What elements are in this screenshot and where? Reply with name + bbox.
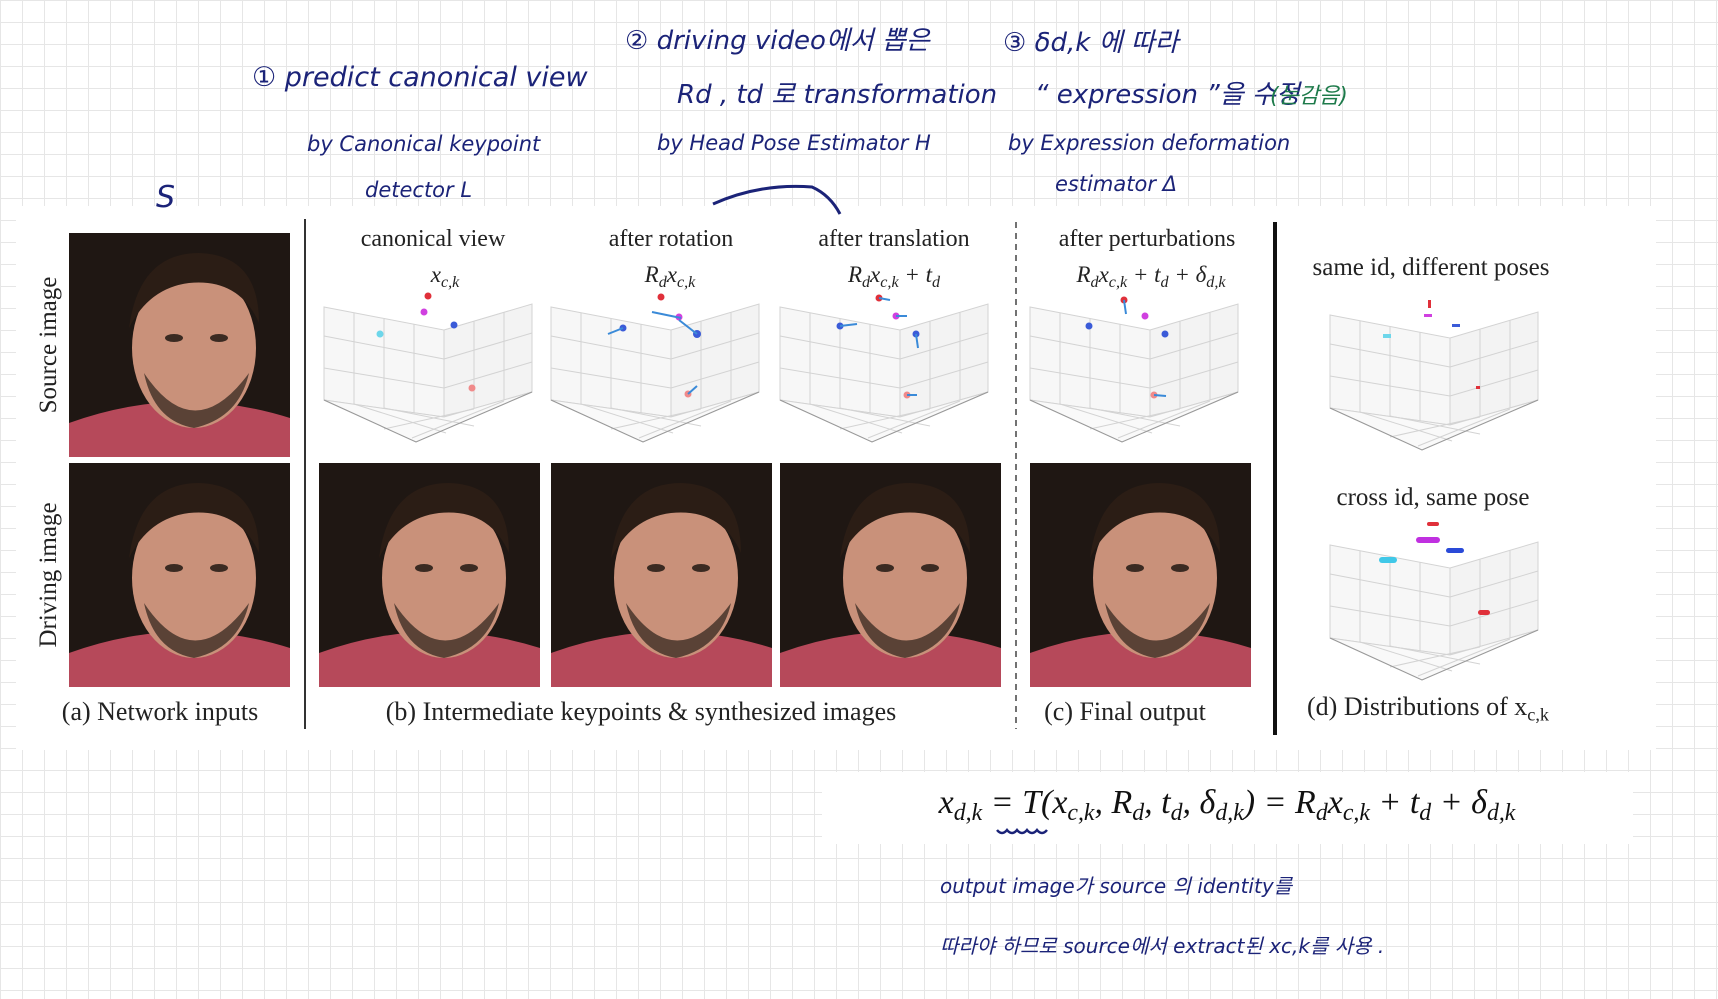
caption: (a) Network inputs: [61, 697, 259, 726]
column-formula: Rdxc,k + td: [848, 262, 940, 292]
formula-text: x: [1327, 784, 1343, 821]
formula-text: , R: [1094, 784, 1133, 821]
formula-text: x: [430, 262, 441, 287]
formula-text: + t: [1369, 784, 1420, 821]
source-mark: S: [156, 180, 176, 215]
formula-text: = T(x: [982, 784, 1068, 821]
wavy-underline: [996, 828, 1048, 835]
column-header: canonical view: [360, 226, 506, 252]
formula-subscript: d,k: [1215, 800, 1244, 827]
annotation-step3: ③ δd,k 에 따라: [1003, 28, 1179, 58]
formula-subscript: c,k: [1108, 273, 1128, 291]
formula-subscript: d,k: [1206, 273, 1226, 291]
formula-subscript: c,k: [1067, 800, 1095, 827]
handwritten-stroke: [712, 184, 842, 215]
plot-perturbation: [1029, 296, 1239, 443]
formula-text: R: [1076, 262, 1091, 287]
annotation-step1: ① predict canonical view: [252, 62, 588, 93]
annotation-step2-by: by Head Pose Estimator H: [657, 131, 931, 155]
driving-photo: [69, 463, 290, 687]
formula-text: R: [847, 262, 863, 287]
annotation-step2-line: Rd , td 로 transformation: [677, 80, 998, 110]
row-label: Driving image: [35, 502, 62, 648]
distribution-title: same id, different poses: [1312, 254, 1550, 281]
equation: xd,k = T(xc,k, Rd, td, δd,k) = Rdxc,k + …: [939, 784, 1516, 827]
formula-subscript: d,k: [953, 800, 983, 827]
formula-subscript: c,k: [677, 273, 696, 291]
plot-canonical: [323, 292, 533, 443]
formula-subscript: d: [1090, 273, 1099, 291]
formula-subscript: d: [1132, 800, 1145, 827]
formula-subscript: c,k: [880, 273, 899, 291]
formula-subscript: d: [932, 273, 941, 291]
formula-subscript: c,k: [1342, 800, 1370, 827]
bottom-note: output image가 source 의 identity를: [940, 874, 1293, 898]
column-formula: Rdxc,k: [645, 262, 696, 292]
annotation-step2: ② driving video에서 뽑은: [625, 26, 930, 56]
column-header: after perturbations: [1058, 226, 1236, 252]
formula-subscript: d,k: [1486, 800, 1516, 827]
formula-text: x: [666, 262, 678, 287]
rotation-photo: [551, 463, 772, 687]
row-label: Source image: [35, 276, 62, 414]
formula-subscript: d: [862, 273, 871, 291]
column-formula: Rdxc,k + td + δd,k: [1076, 262, 1225, 292]
annotation-step3-line: “ expression ”을 수정: [1035, 80, 1300, 110]
keypoint-plots: [323, 292, 1539, 681]
formula-text: x: [1098, 262, 1109, 287]
column-formula: xc,k: [431, 262, 460, 292]
formula-subscript: c,k: [440, 273, 460, 291]
formula-text: , t: [1144, 784, 1171, 821]
annotation-step3-by: estimator Δ: [1055, 172, 1178, 196]
formula-text: R: [644, 262, 659, 287]
translation-photo: [780, 463, 1001, 687]
output-photo: [1030, 463, 1251, 687]
distribution-title: cross id, same pose: [1336, 484, 1530, 511]
formula-text: (d) Distributions of x: [1307, 692, 1528, 721]
formula-subscript: d: [1315, 800, 1328, 827]
formula-subscript: d: [658, 273, 667, 291]
formula-text: ) = R: [1243, 784, 1316, 821]
formula-text: , δ: [1182, 784, 1216, 821]
bottom-note: 따라야 하므로 source에서 extract된 xc,k를 사용 .: [940, 934, 1385, 958]
formula-text: + t: [898, 262, 933, 287]
caption: (c) Final output: [1044, 697, 1206, 726]
annotation-step3-by: by Expression deformation: [1008, 131, 1291, 155]
equation-panel: [822, 772, 1633, 844]
annotation-step1-by: detector L: [365, 178, 473, 202]
formula-text: + δ: [1168, 262, 1207, 287]
plot-translation: [779, 294, 989, 443]
photos: [69, 233, 1251, 687]
formula-text: + δ: [1431, 784, 1487, 821]
formula-subscript: d: [1419, 800, 1432, 827]
annotation-step3-note: (눈감음): [1270, 84, 1348, 109]
source-photo: [69, 233, 290, 457]
formula-subscript: c,k: [1527, 704, 1549, 725]
plot-same-id: [1329, 300, 1539, 451]
column-header: after translation: [818, 226, 970, 252]
formula-subscript: d: [1170, 800, 1183, 827]
formula-subscript: d: [1160, 273, 1169, 291]
formula-text: + t: [1127, 262, 1161, 287]
formula-text: x: [938, 784, 954, 821]
caption: (d) Distributions of xc,k: [1307, 692, 1549, 725]
plot-cross-id: [1329, 522, 1539, 681]
formula-text: x: [870, 262, 881, 287]
annotation-step1-by: by Canonical keypoint: [307, 132, 541, 156]
column-header: after rotation: [608, 226, 734, 252]
plot-rotation: [550, 293, 760, 443]
canonical-photo: [319, 463, 540, 687]
caption: (b) Intermediate keypoints & synthesized…: [385, 697, 897, 726]
